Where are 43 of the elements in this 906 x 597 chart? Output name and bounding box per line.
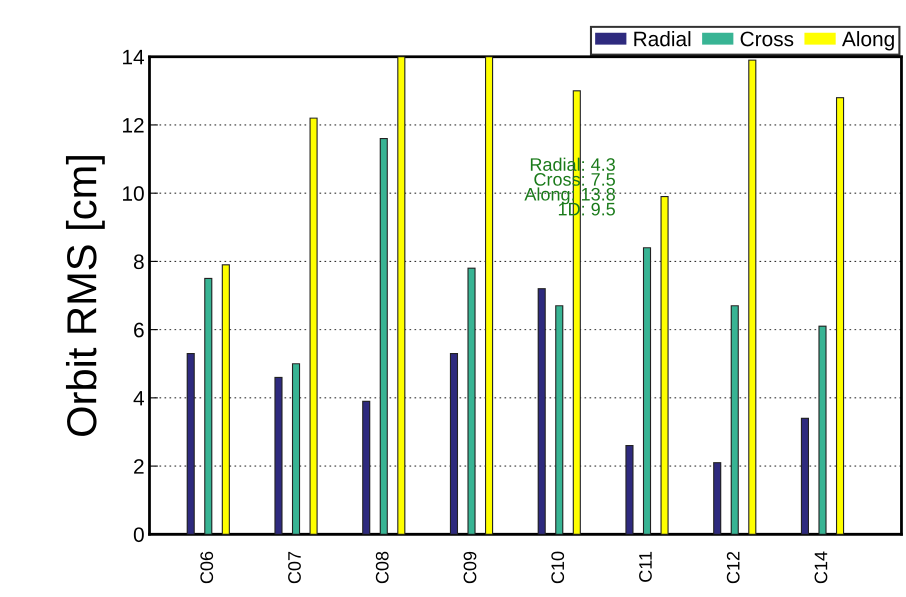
bar — [467, 268, 476, 534]
bar — [555, 305, 564, 534]
bar — [800, 418, 810, 534]
bar — [485, 56, 494, 534]
y-tick-label: 8 — [134, 254, 144, 270]
x-tick-label: C08 — [376, 552, 389, 584]
y-tick-label: 14 — [123, 50, 144, 64]
y-tick-label: 6 — [134, 322, 144, 338]
bar — [310, 118, 318, 534]
y-tick-label: 2 — [134, 459, 144, 474]
x-tick-label: C09 — [464, 552, 476, 584]
legend-label: Along — [842, 31, 894, 50]
x-tick-label: C12 — [726, 552, 740, 584]
bar — [362, 400, 370, 534]
legend-label: Cross — [740, 32, 794, 46]
bar — [380, 138, 388, 534]
y-tick-label: 0 — [134, 527, 144, 542]
bar — [222, 264, 230, 534]
bar — [748, 60, 756, 534]
x-tick-label: C07 — [288, 552, 301, 584]
bar — [660, 196, 669, 534]
bar — [274, 376, 283, 534]
bar — [713, 462, 722, 534]
bar — [642, 247, 652, 534]
y-tick-label: 12 — [123, 118, 144, 132]
y-tick-label: 10 — [123, 186, 144, 201]
bar — [397, 56, 406, 534]
y-tick-label: 4 — [134, 391, 144, 406]
x-tick-label: C14 — [814, 552, 828, 584]
bar — [836, 97, 844, 534]
bar — [186, 352, 195, 534]
x-tick-label: C11 — [639, 552, 652, 582]
bar — [204, 278, 212, 534]
bar — [625, 445, 634, 534]
bar — [292, 363, 300, 534]
x-tick-label: C10 — [551, 552, 564, 584]
bar — [450, 352, 458, 534]
x-tick-label: C06 — [200, 552, 214, 584]
bar — [818, 326, 827, 534]
legend-label: Radial — [634, 31, 690, 46]
bar — [730, 305, 739, 534]
bar — [538, 288, 546, 534]
y-axis-title: Orbit RMS [cm] — [66, 156, 105, 436]
